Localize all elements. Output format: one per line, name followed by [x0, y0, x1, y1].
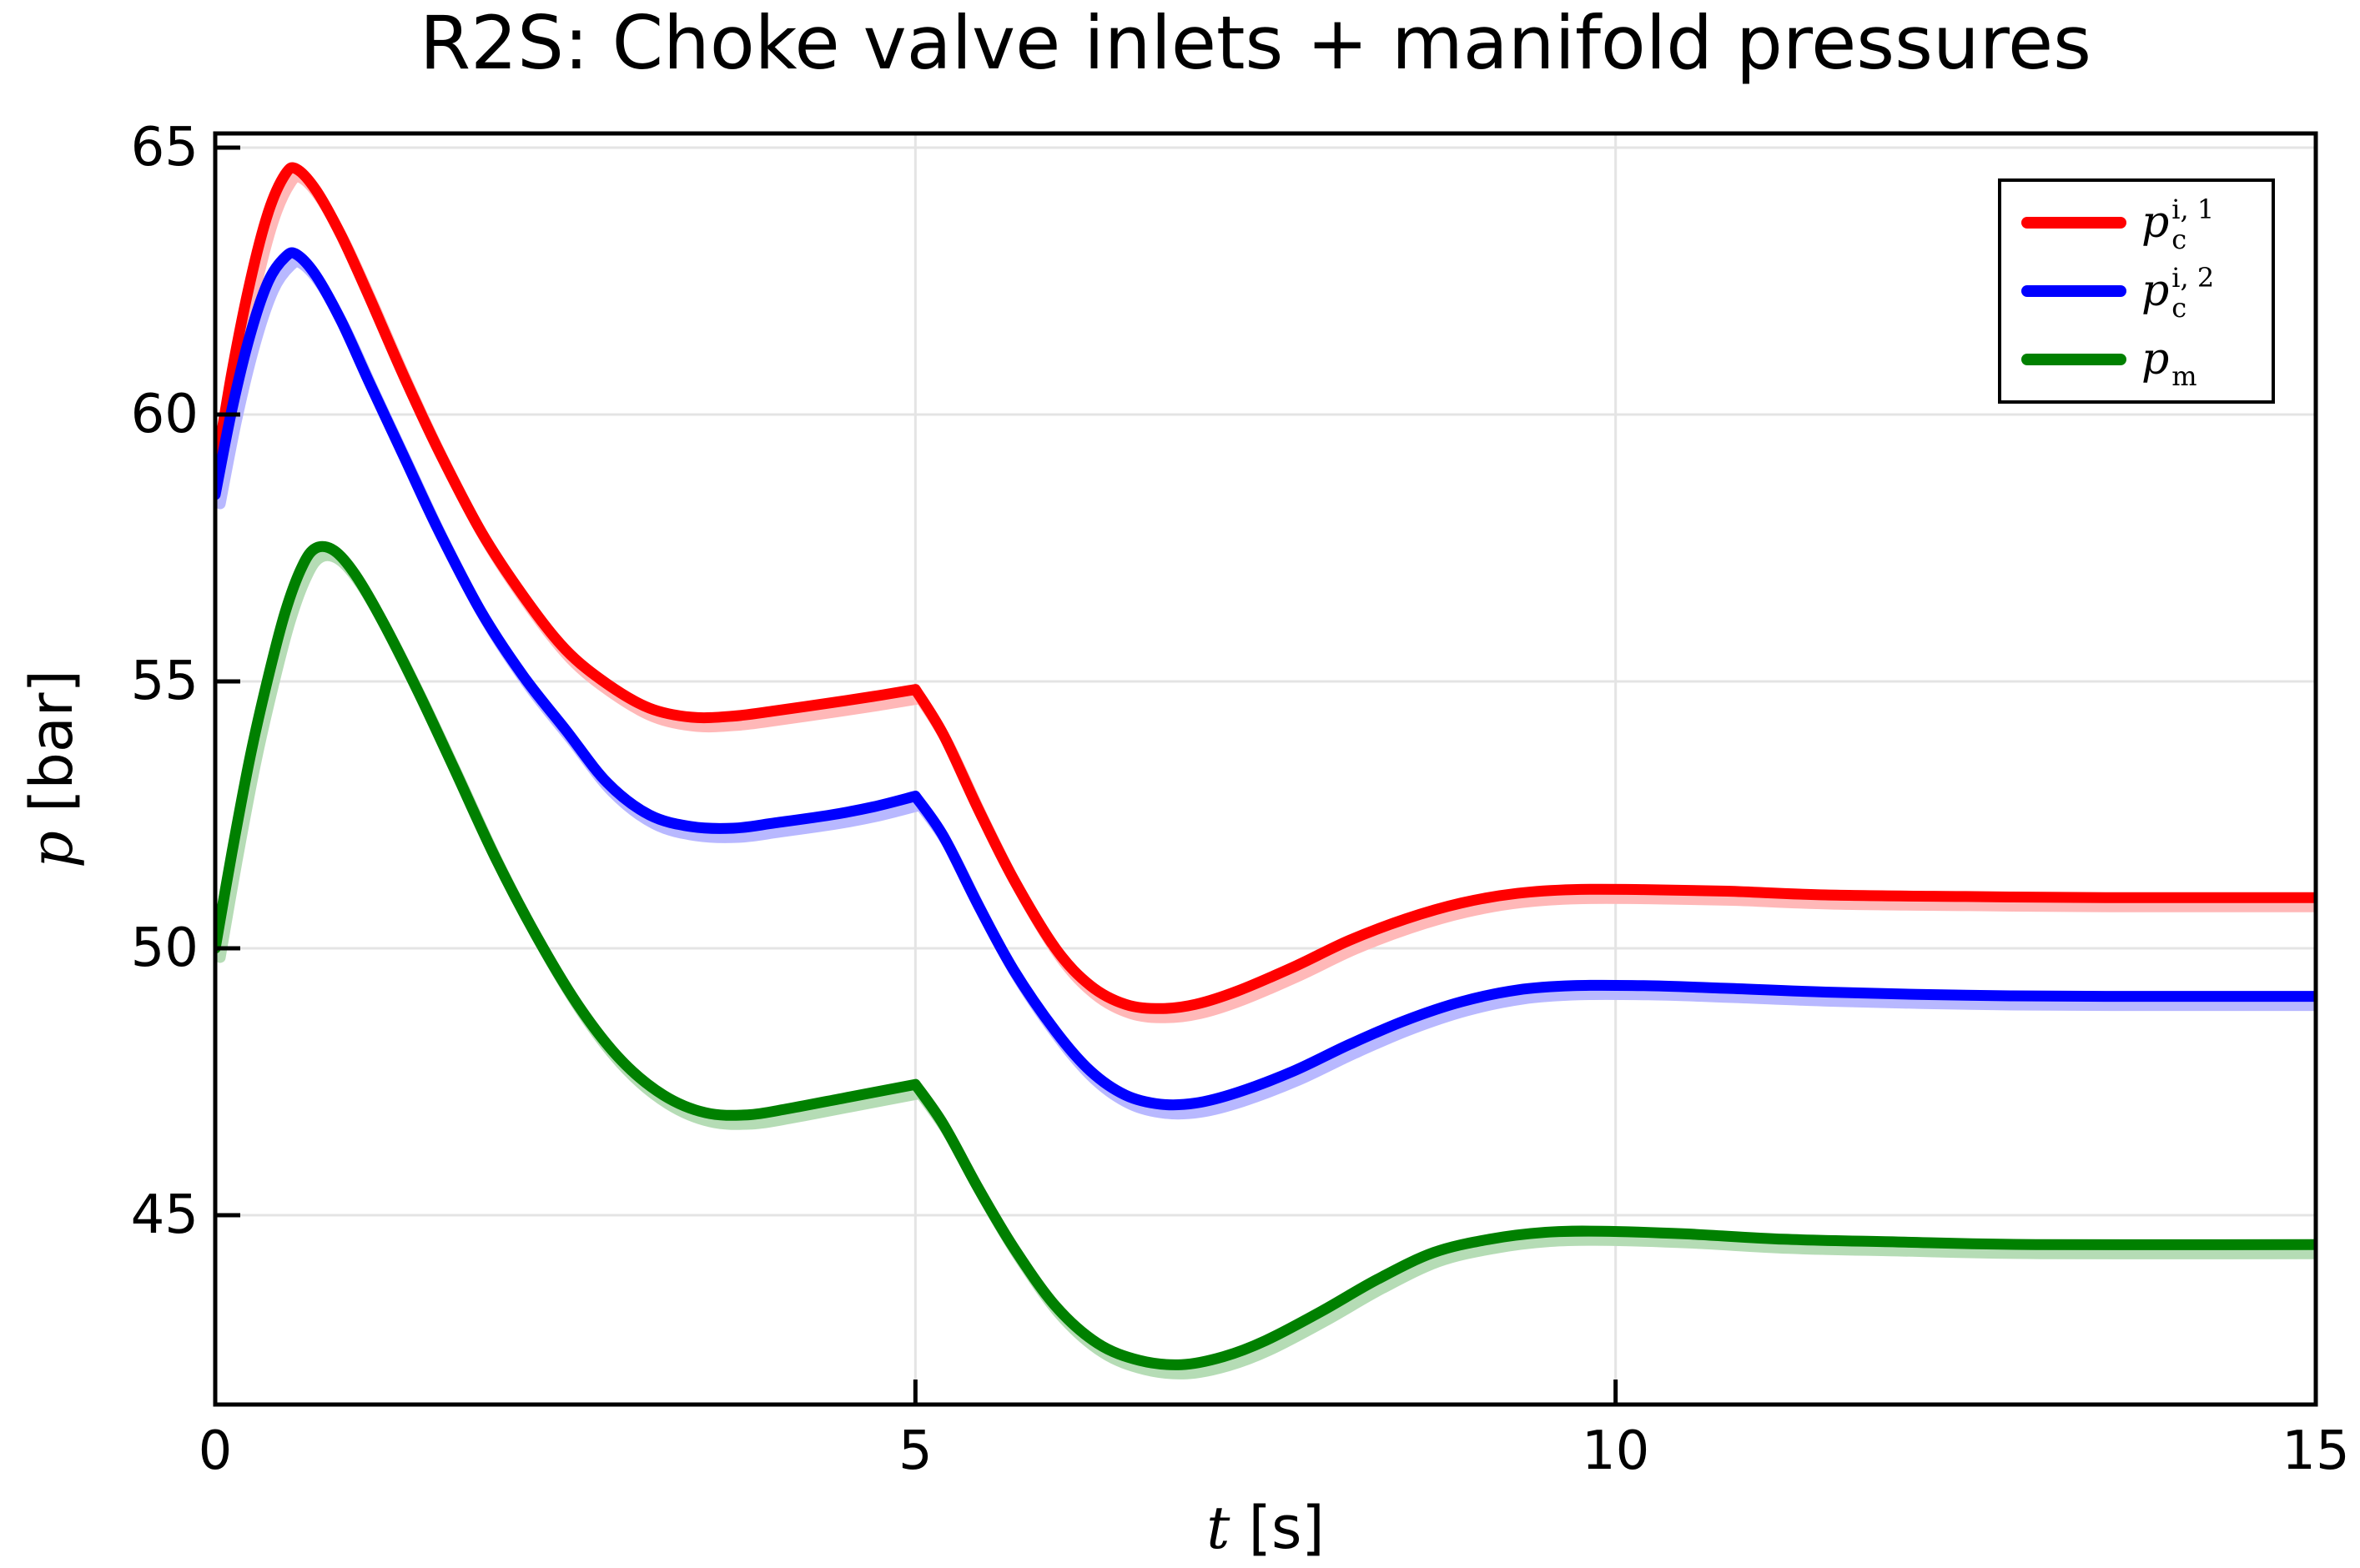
x-axis-unit: [s] [1248, 1494, 1325, 1562]
series-shadow-p_m [215, 550, 2316, 1380]
legend-label-superscript: i, 1 [2171, 193, 2215, 225]
y-tick-label-55: 55 [130, 651, 199, 712]
x-tick-label-15: 15 [2282, 1420, 2350, 1482]
legend-line-swatch-green [2021, 354, 2126, 365]
legend-label-base: p [2141, 334, 2170, 384]
axis-ticks [213, 145, 2318, 1403]
y-tick-label-60: 60 [130, 384, 199, 445]
series-line-p_m [215, 540, 2316, 1370]
legend-label-subscript: m [2171, 360, 2197, 392]
x-tick-label-5: 5 [898, 1420, 933, 1482]
x-tick-label-10: 10 [1581, 1420, 1650, 1482]
y-tick-label-45: 45 [130, 1184, 199, 1246]
series-line-p_c^{i,1} [215, 162, 2316, 1014]
y-tick-label-50: 50 [130, 917, 199, 979]
legend-label-base: p [2141, 198, 2170, 248]
y-tick-label-65: 65 [130, 117, 199, 178]
legend-line-swatch-red [2021, 217, 2126, 229]
x-tick-label-0: 0 [198, 1420, 233, 1482]
x-axis-variable: t [1206, 1494, 1230, 1562]
legend-label-superscript: i, 2 [2171, 262, 2215, 294]
y-axis-variable: p [18, 831, 86, 868]
plot-frame [213, 131, 2318, 1407]
legend-label-subscript: c [2171, 224, 2187, 255]
legend-line-swatch-blue [2021, 285, 2126, 297]
legend-label-subscript: c [2171, 292, 2187, 324]
chart-title: R2S: Choke valve inlets + manifold press… [419, 0, 2092, 86]
legend-label-base: p [2141, 266, 2170, 316]
series-curves [215, 162, 2316, 1380]
series-line-p_c^{i,2} [215, 247, 2316, 1111]
x-axis-label: t [s] [1206, 1494, 1325, 1562]
